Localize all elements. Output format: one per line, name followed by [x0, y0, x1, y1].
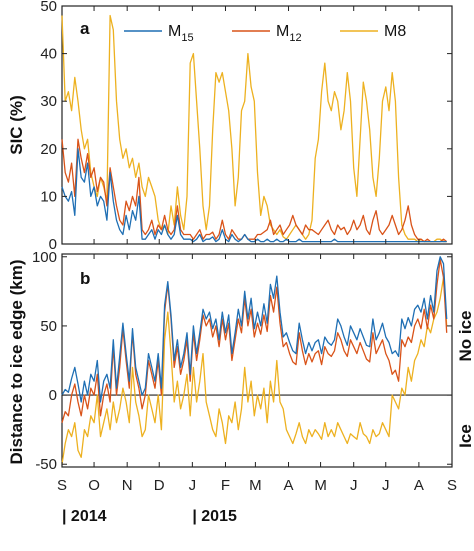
panel-b-lines: [62, 257, 447, 464]
panel-a-ylabel: SIC (%): [7, 95, 26, 155]
y-tick-label-a-1: 10: [40, 188, 57, 205]
legend-label-0: M15: [168, 23, 194, 44]
x-tick-label-3: D: [154, 477, 165, 494]
x-tick-label-7: A: [284, 477, 294, 494]
x-tick-label-10: J: [382, 477, 390, 494]
x-tick-label-6: M: [249, 477, 262, 494]
year-label-1: | 2015: [192, 508, 237, 525]
series-b-m12-line: [62, 260, 447, 423]
y-tick-label-b-3: 100: [32, 249, 57, 266]
y-tick-label-a-3: 30: [40, 93, 57, 110]
legend-label-1: M12: [276, 23, 302, 44]
panel-b-ylabel: Distance to ice edge (km): [7, 259, 26, 464]
x-tick-label-8: M: [314, 477, 327, 494]
x-tick-label-9: J: [350, 477, 358, 494]
panel-a-xticks: [62, 6, 452, 244]
legend-sub-0: 15: [181, 32, 193, 44]
x-tick-label-12: S: [447, 477, 457, 494]
y-tick-label-b-1: 0: [49, 387, 57, 404]
series-b-m15-line: [62, 257, 447, 402]
legend-sub-1: 12: [289, 32, 301, 44]
x-tick-label-4: J: [189, 477, 197, 494]
panel-a-label: a: [80, 19, 90, 38]
x-tick-label-5: F: [221, 477, 230, 494]
x-tick-label-0: S: [57, 477, 67, 494]
series-a-m15-line: [62, 149, 447, 242]
ice-label: Ice: [456, 424, 474, 448]
panel-a-lines: [62, 16, 447, 242]
y-tick-label-b-2: 50: [40, 318, 57, 335]
panel-b: -50 0 50 100 b Distance to ice edge (km) No…: [7, 249, 474, 473]
x-tick-label-11: A: [414, 477, 424, 494]
series-a-m8-line: [62, 16, 447, 242]
y-tick-label-a-5: 50: [40, 0, 57, 15]
series-a-m12-line: [62, 139, 447, 241]
y-tick-label-b-0: -50: [35, 456, 57, 473]
legend-label-2: M8: [384, 23, 406, 40]
no-ice-label: No ice: [456, 310, 474, 361]
panel-b-label: b: [80, 269, 90, 288]
x-tick-label-2: N: [122, 477, 133, 494]
y-tick-label-a-4: 40: [40, 46, 57, 63]
year-label-0: | 2014: [62, 508, 107, 525]
panel-a-frame: [62, 6, 452, 244]
year-labels: | 2014 | 2015: [62, 508, 237, 525]
legend: M15 M12 M8: [124, 23, 406, 44]
x-tick-label-1: O: [88, 477, 100, 494]
y-tick-label-a-2: 20: [40, 141, 57, 158]
